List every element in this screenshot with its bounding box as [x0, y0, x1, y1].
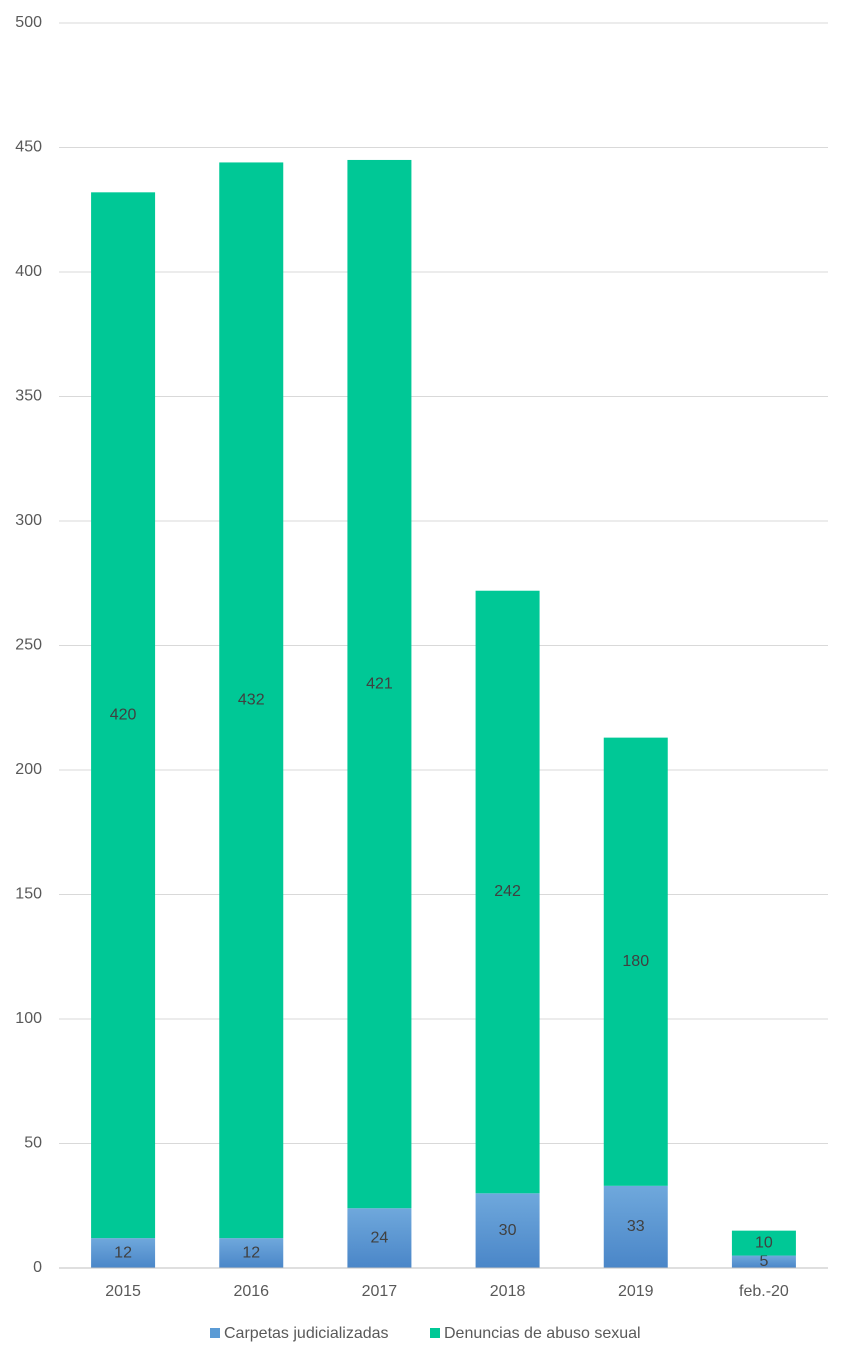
bar-segment [475, 590, 540, 1194]
y-tick-label: 500 [15, 14, 42, 31]
x-tick-label: feb.-20 [739, 1283, 789, 1300]
y-tick-label: 450 [15, 139, 42, 156]
legend-label: Denuncias de abuso sexual [444, 1325, 641, 1342]
legend-swatch [430, 1328, 440, 1338]
data-label: 33 [627, 1218, 645, 1235]
data-label: 432 [238, 691, 265, 708]
bar-segment [731, 1230, 796, 1256]
bar-segment [731, 1255, 796, 1268]
x-tick-label: 2017 [362, 1283, 398, 1300]
data-label: 242 [494, 883, 521, 900]
data-label: 420 [110, 706, 137, 723]
x-tick-label: 2016 [233, 1283, 269, 1300]
data-label: 12 [242, 1244, 260, 1261]
data-label: 12 [114, 1244, 132, 1261]
data-label: 24 [371, 1229, 389, 1246]
data-label: 180 [622, 953, 649, 970]
bar-segment [603, 737, 668, 1186]
x-tick-label: 2015 [105, 1283, 141, 1300]
y-tick-label: 250 [15, 637, 42, 654]
y-tick-label: 100 [15, 1010, 42, 1027]
legend-label: Carpetas judicializadas [224, 1325, 389, 1342]
bar-segment [219, 162, 284, 1239]
bar-segment [347, 1208, 412, 1268]
data-label: 10 [755, 1234, 773, 1251]
bar-segment [91, 1238, 156, 1268]
legend-swatch [210, 1328, 220, 1338]
data-label: 30 [499, 1222, 517, 1239]
x-tick-label: 2018 [490, 1283, 526, 1300]
bar-segment [475, 1193, 540, 1268]
bar-segment [603, 1185, 668, 1268]
y-tick-label: 50 [24, 1135, 42, 1152]
y-tick-label: 350 [15, 388, 42, 405]
data-label: 421 [366, 675, 393, 692]
bar-segment [91, 192, 156, 1239]
y-tick-label: 150 [15, 886, 42, 903]
y-tick-label: 200 [15, 761, 42, 778]
bar-segment [219, 1238, 284, 1268]
y-tick-label: 300 [15, 512, 42, 529]
x-tick-label: 2019 [618, 1283, 654, 1300]
y-tick-label: 400 [15, 263, 42, 280]
data-label: 5 [759, 1253, 768, 1270]
y-tick-label: 0 [33, 1259, 42, 1276]
bar-segment [347, 159, 412, 1209]
